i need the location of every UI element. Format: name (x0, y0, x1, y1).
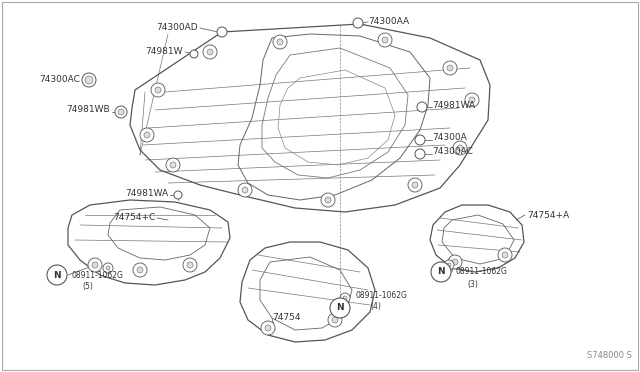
Text: 74981W: 74981W (145, 48, 183, 57)
Circle shape (115, 106, 127, 118)
Circle shape (82, 73, 96, 87)
Circle shape (444, 260, 454, 270)
Circle shape (453, 141, 467, 155)
Circle shape (190, 50, 198, 58)
Circle shape (465, 93, 479, 107)
Circle shape (133, 263, 147, 277)
Circle shape (183, 258, 197, 272)
Circle shape (431, 262, 451, 282)
Circle shape (170, 162, 176, 168)
Circle shape (412, 182, 418, 188)
Text: 74300AA: 74300AA (368, 17, 409, 26)
Circle shape (415, 149, 425, 159)
Circle shape (328, 313, 342, 327)
Text: N: N (336, 304, 344, 312)
Text: 08911-1062G: 08911-1062G (456, 267, 508, 276)
Circle shape (166, 158, 180, 172)
Circle shape (217, 27, 227, 37)
Text: (3): (3) (467, 279, 478, 289)
Circle shape (103, 263, 113, 273)
Text: 74300AC: 74300AC (432, 148, 473, 157)
Circle shape (261, 321, 275, 335)
Circle shape (378, 33, 392, 47)
Circle shape (273, 35, 287, 49)
Circle shape (498, 248, 512, 262)
Text: N: N (53, 270, 61, 279)
Circle shape (137, 267, 143, 273)
Text: 74300AD: 74300AD (156, 23, 198, 32)
Circle shape (502, 252, 508, 258)
Text: 08911-1062G: 08911-1062G (355, 291, 407, 299)
Circle shape (457, 145, 463, 151)
Text: 08911-1062G: 08911-1062G (72, 270, 124, 279)
Text: S748000 S: S748000 S (587, 351, 632, 360)
Text: 74754+A: 74754+A (527, 211, 569, 219)
Circle shape (321, 193, 335, 207)
Circle shape (469, 97, 475, 103)
Circle shape (343, 296, 347, 300)
Text: 74300AC: 74300AC (39, 76, 80, 84)
Circle shape (242, 187, 248, 193)
Circle shape (207, 49, 213, 55)
Circle shape (452, 259, 458, 265)
Text: 74981WA: 74981WA (125, 189, 168, 198)
Circle shape (88, 258, 102, 272)
Text: N: N (437, 267, 445, 276)
Circle shape (417, 102, 427, 112)
Circle shape (332, 317, 338, 323)
Circle shape (47, 265, 67, 285)
Circle shape (155, 87, 161, 93)
Circle shape (277, 39, 283, 45)
Circle shape (174, 191, 182, 199)
Circle shape (238, 183, 252, 197)
Circle shape (144, 132, 150, 138)
Circle shape (443, 61, 457, 75)
Circle shape (265, 325, 271, 331)
Circle shape (92, 262, 98, 268)
Text: 74981WA: 74981WA (432, 100, 475, 109)
Circle shape (447, 263, 451, 267)
Circle shape (447, 65, 453, 71)
Text: 74754+C: 74754+C (113, 214, 155, 222)
Text: (4): (4) (370, 302, 381, 311)
Circle shape (140, 128, 154, 142)
Circle shape (325, 197, 331, 203)
Circle shape (448, 255, 462, 269)
Text: (5): (5) (82, 282, 93, 292)
Circle shape (118, 109, 124, 115)
Circle shape (187, 262, 193, 268)
Circle shape (340, 293, 350, 303)
Text: 74981WB: 74981WB (67, 106, 110, 115)
Circle shape (382, 37, 388, 43)
Circle shape (85, 76, 93, 84)
Circle shape (408, 178, 422, 192)
Circle shape (415, 135, 425, 145)
Text: 74300A: 74300A (432, 134, 467, 142)
Circle shape (151, 83, 165, 97)
Circle shape (330, 298, 350, 318)
Circle shape (203, 45, 217, 59)
Text: 74754: 74754 (272, 314, 301, 323)
Circle shape (353, 18, 363, 28)
Circle shape (106, 266, 110, 270)
